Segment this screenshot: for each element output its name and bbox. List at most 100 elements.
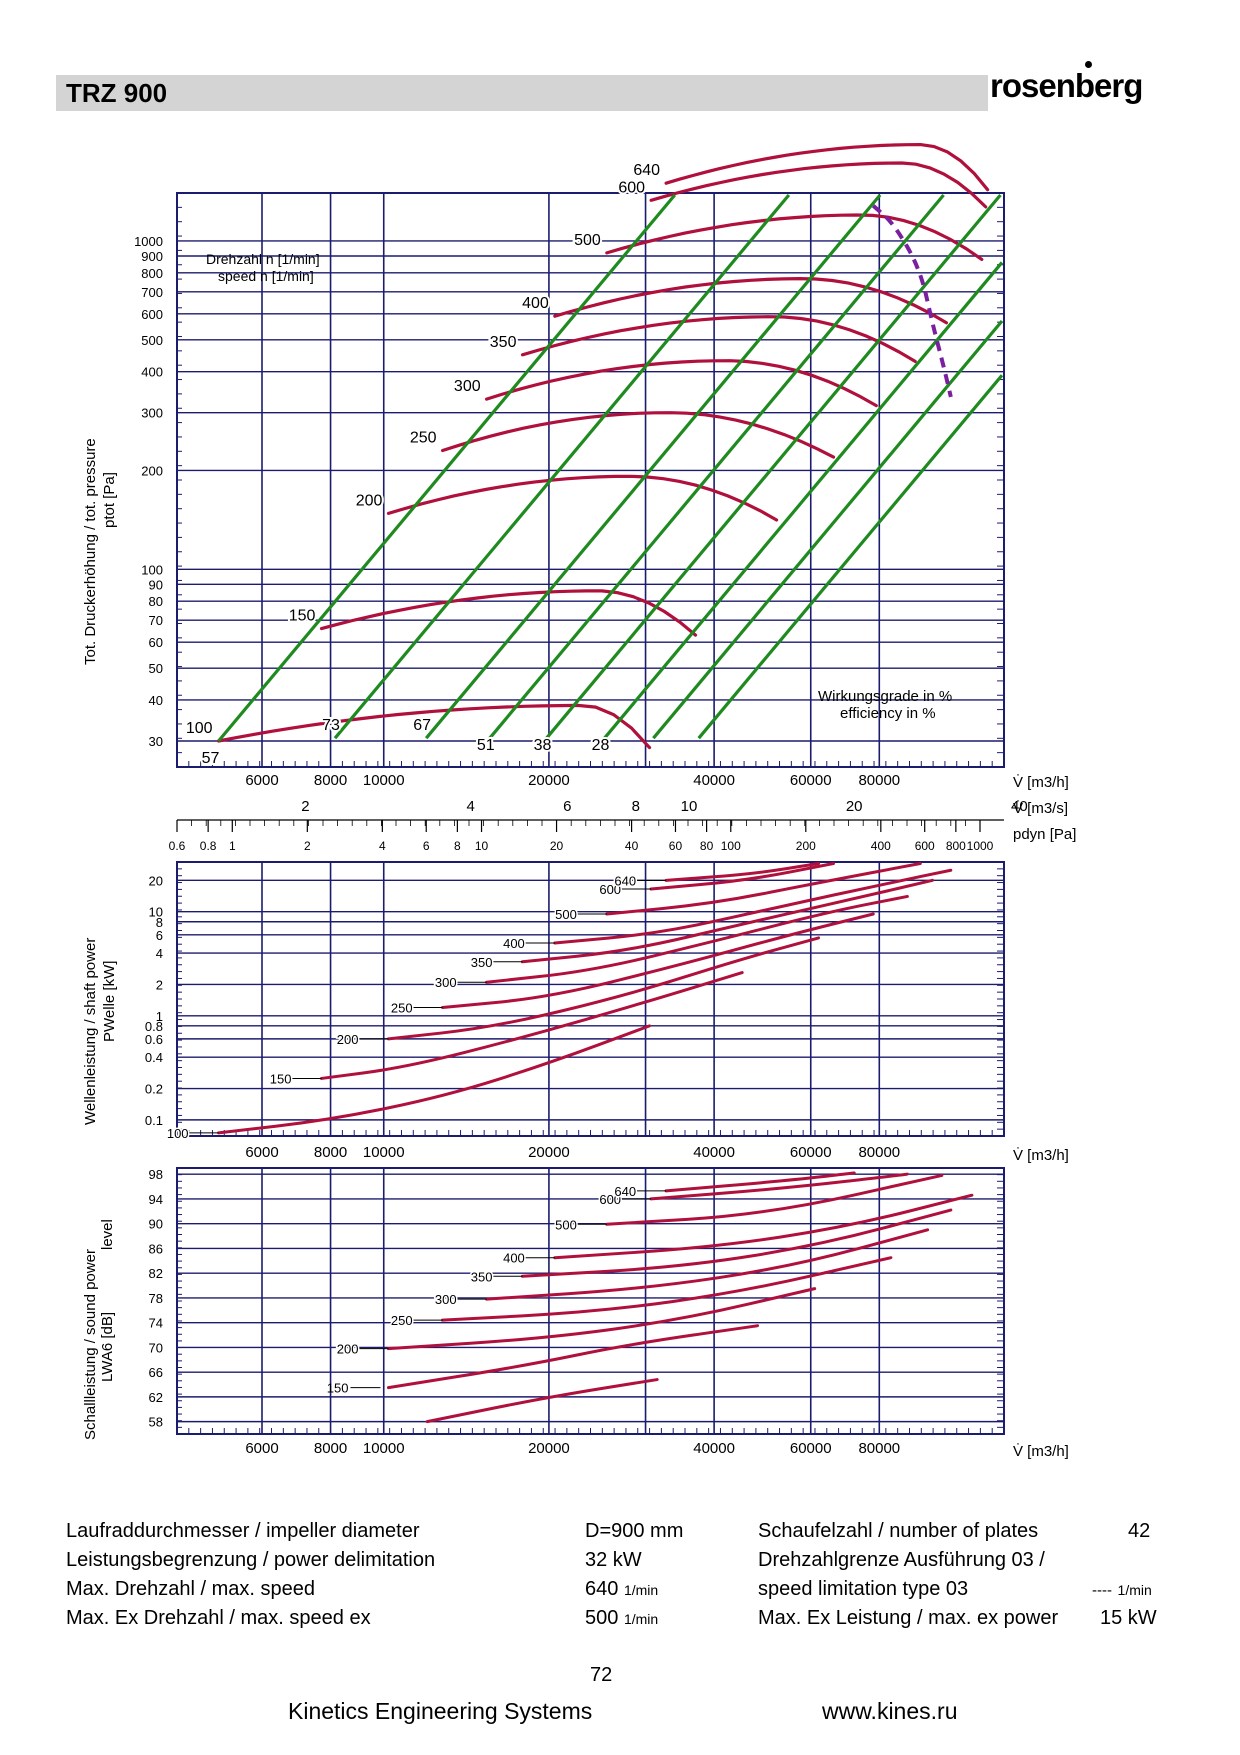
speed-curve-100 <box>217 703 652 750</box>
y-tick-label: 900 <box>141 249 163 264</box>
brand-logo: rosenberg <box>990 67 1143 104</box>
y-tick-label: 1000 <box>134 234 163 249</box>
pdyn-tick-label: 2 <box>304 839 311 853</box>
pressure-ylabel-unit: ptot [Pa] <box>101 472 118 528</box>
speed-curve-label: 100 <box>186 720 213 737</box>
shaft-power-curve-100 <box>217 1024 651 1135</box>
pdyn-tick-label: 6 <box>423 839 430 853</box>
speed-limit-dashed-line <box>871 204 953 398</box>
sound-power-ylabel-level: level <box>99 1219 116 1250</box>
spec-plates-value: 42 <box>1128 1520 1151 1542</box>
sound-power-curve-250 <box>441 1256 893 1322</box>
pdyn-tick-label: 800 <box>946 839 966 853</box>
x-tick-label: 20000 <box>528 1144 570 1161</box>
x-tick-label: 40000 <box>693 772 735 789</box>
y-tick-label: 70 <box>149 1340 163 1355</box>
speed-curve-300 <box>485 359 878 408</box>
x-tick-label: 6000 <box>245 1144 278 1161</box>
y-tick-label: 78 <box>149 1291 163 1306</box>
spec-impeller-value: D=900 mm <box>585 1520 684 1542</box>
efficiency-line <box>603 261 1004 740</box>
speed-curve-label: 400 <box>522 295 549 312</box>
y-tick-label: 8 <box>156 915 163 930</box>
y-tick-label: 1 <box>156 1009 163 1024</box>
y-tick-label: 80 <box>149 594 163 609</box>
sound-power-ylabel: Schallleistung / sound power <box>82 1249 99 1440</box>
pdyn-tick-label: 80 <box>700 839 714 853</box>
page-number: 72 <box>590 1664 613 1686</box>
y-tick-label: 600 <box>141 307 163 322</box>
x-tick-label: 60000 <box>790 1440 832 1457</box>
shaft-power-curve-label: 100 <box>167 1126 189 1141</box>
shaft-power-curve-label: 200 <box>337 1032 359 1047</box>
footer-url[interactable]: www.kines.ru <box>822 1698 958 1724</box>
efficiency-label: 28 <box>592 737 610 754</box>
efficiency-label: 67 <box>413 717 431 734</box>
x-tick-label: 60000 <box>790 1144 832 1161</box>
spec-max-speed-label: Max. Drehzahl / max. speed <box>66 1578 315 1600</box>
speed-label-en: speed n [1/min] <box>218 268 314 284</box>
shaft-power-curve-label: 350 <box>471 955 493 970</box>
speed-curve-640 <box>664 142 990 192</box>
spec-max-speed-value: 640 1/min <box>585 1578 659 1600</box>
shaft-power-curve-500 <box>605 862 922 916</box>
x-tick-label: 8000 <box>314 772 347 789</box>
x-tick-label: 40000 <box>693 1144 735 1161</box>
flow-axis-label-mid: V̇ [m3/h] <box>1013 1147 1069 1164</box>
sound-power-curve-500 <box>605 1173 944 1226</box>
x-tick-label: 20000 <box>528 772 570 789</box>
shaft-power-curve-250 <box>441 912 875 1010</box>
y-tick-label: 30 <box>149 734 163 749</box>
shaft-power-curve-label: 500 <box>555 907 577 922</box>
shaft-power-curve-600 <box>649 862 835 891</box>
shaft-power-curve-300 <box>485 894 909 984</box>
shaft-power-curve-label: 300 <box>435 975 457 990</box>
sound-power-curve-label: 200 <box>337 1342 359 1357</box>
sound-power-curve-600 <box>649 1172 909 1201</box>
sound-power-curve-label: 640 <box>614 1184 636 1199</box>
sound-power-curve-label: 150 <box>327 1381 349 1396</box>
x-tick-label: 20000 <box>528 1440 570 1457</box>
x-s-tick-label: 8 <box>632 798 640 815</box>
x-s-tick-label: 2 <box>301 798 309 815</box>
x-s-tick-label: 6 <box>563 798 571 815</box>
efficiency-line <box>697 374 1004 740</box>
x-tick-label: 60000 <box>790 772 832 789</box>
y-tick-label: 2 <box>156 977 163 992</box>
y-tick-label: 60 <box>149 635 163 650</box>
y-tick-label: 86 <box>149 1241 163 1256</box>
efficiency-label: 57 <box>202 750 220 767</box>
flow-axis-label-bot: V̇ [m3/h] <box>1013 1443 1069 1460</box>
shaft-power-curve-640 <box>664 862 821 882</box>
spec-ex-power-label: Max. Ex Leistung / max. ex power <box>758 1607 1059 1629</box>
shaft-power-curve-label: 600 <box>599 882 621 897</box>
y-tick-label: 70 <box>149 613 163 628</box>
logo-dot-icon <box>1085 61 1092 68</box>
efficiency-line <box>217 193 677 743</box>
y-tick-label: 98 <box>149 1167 163 1182</box>
unit-rpm: 1/min <box>623 1582 659 1598</box>
sound-power-curve-label: 350 <box>471 1269 493 1284</box>
x-s-tick-label: 40 <box>1011 798 1028 815</box>
y-tick-label: 0.6 <box>145 1032 163 1047</box>
pdyn-tick-label: 40 <box>625 839 639 853</box>
y-tick-label: 300 <box>141 406 163 421</box>
efficiency-line <box>545 193 1002 740</box>
y-tick-label: 66 <box>149 1365 163 1380</box>
y-tick-label: 62 <box>149 1390 163 1405</box>
efficiency-label: 73 <box>322 717 340 734</box>
speed-curve-label: 250 <box>410 430 437 447</box>
pdyn-tick-label: 8 <box>454 839 461 853</box>
shaft-power-curve-label: 400 <box>503 936 525 951</box>
pdyn-tick-label: 4 <box>379 839 386 853</box>
flow-s-axis-label: V̇ [m3/s] <box>1013 800 1068 817</box>
y-tick-label: 10 <box>149 905 163 920</box>
spec-speed-limit-label: Drehzahlgrenze Ausführung 03 / <box>758 1549 1045 1571</box>
x-s-tick-label: 10 <box>681 798 698 815</box>
shaft-power-curve-label: 150 <box>270 1071 292 1086</box>
y-tick-label: 82 <box>149 1266 163 1281</box>
efficiency-label: 38 <box>534 737 552 754</box>
y-tick-label: 74 <box>149 1316 163 1331</box>
spec-speed-limit-type-label: speed limitation type 03 <box>758 1578 969 1600</box>
sound-power-curve-label: 500 <box>555 1217 577 1232</box>
